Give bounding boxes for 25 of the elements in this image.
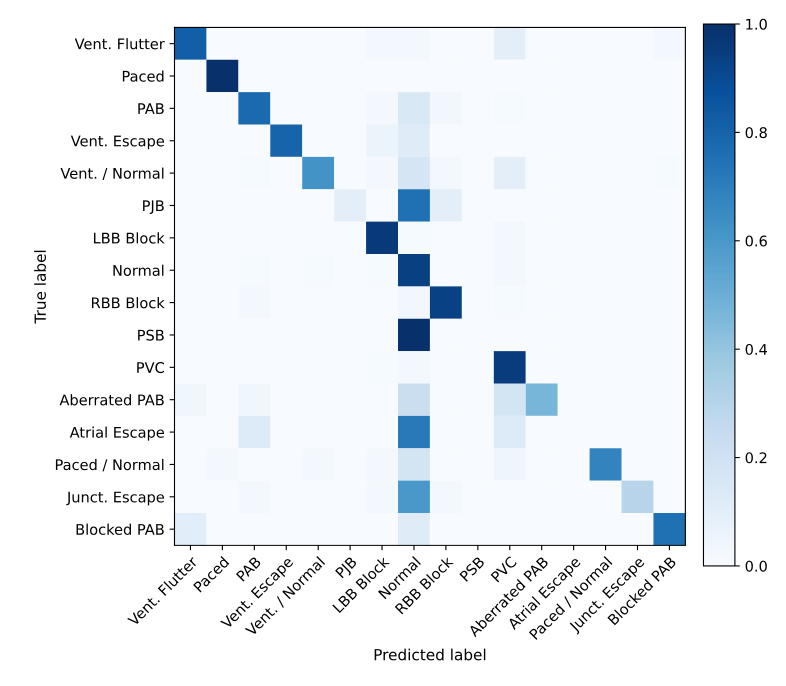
y-tick-label: RBB Block bbox=[92, 297, 165, 308]
y-tick-label: Junct. Escape bbox=[66, 492, 164, 506]
color-bar-label: 0.6 bbox=[746, 236, 767, 247]
y-tick-label: Paced / Normal bbox=[56, 458, 164, 472]
y-tick-label: PAB bbox=[138, 103, 164, 114]
y-tick-label: Vent. Flutter bbox=[74, 38, 165, 50]
color-bar-label: 1.0 bbox=[746, 18, 767, 30]
y-tick-label: PVC bbox=[137, 362, 164, 374]
color-bar-label: 0.4 bbox=[746, 344, 768, 355]
y-tick-label: Vent. Escape bbox=[70, 136, 164, 150]
color-bar-label: 0.8 bbox=[746, 127, 767, 138]
x-tick-label: PJB bbox=[335, 556, 360, 580]
y-tick-label: PSB bbox=[138, 330, 164, 341]
y-tick-label: LBB Block bbox=[94, 232, 165, 244]
y-tick-label: Paced bbox=[122, 70, 164, 82]
y-tick-label: PJB bbox=[143, 200, 164, 214]
y-tick-label: Blocked PAB bbox=[76, 524, 164, 535]
color-bar-label: 0.2 bbox=[746, 452, 766, 464]
x-axis-title: Predicted label bbox=[374, 648, 486, 660]
y-axis-title: True label bbox=[34, 250, 46, 324]
y-tick-label: Aberrated PAB bbox=[60, 394, 164, 406]
y-tick-label: Normal bbox=[113, 264, 164, 276]
color-bar-label: 0.0 bbox=[746, 560, 767, 572]
y-tick-label: Atrial Escape bbox=[70, 426, 164, 441]
y-tick-label: Vent. / Normal bbox=[60, 168, 164, 180]
